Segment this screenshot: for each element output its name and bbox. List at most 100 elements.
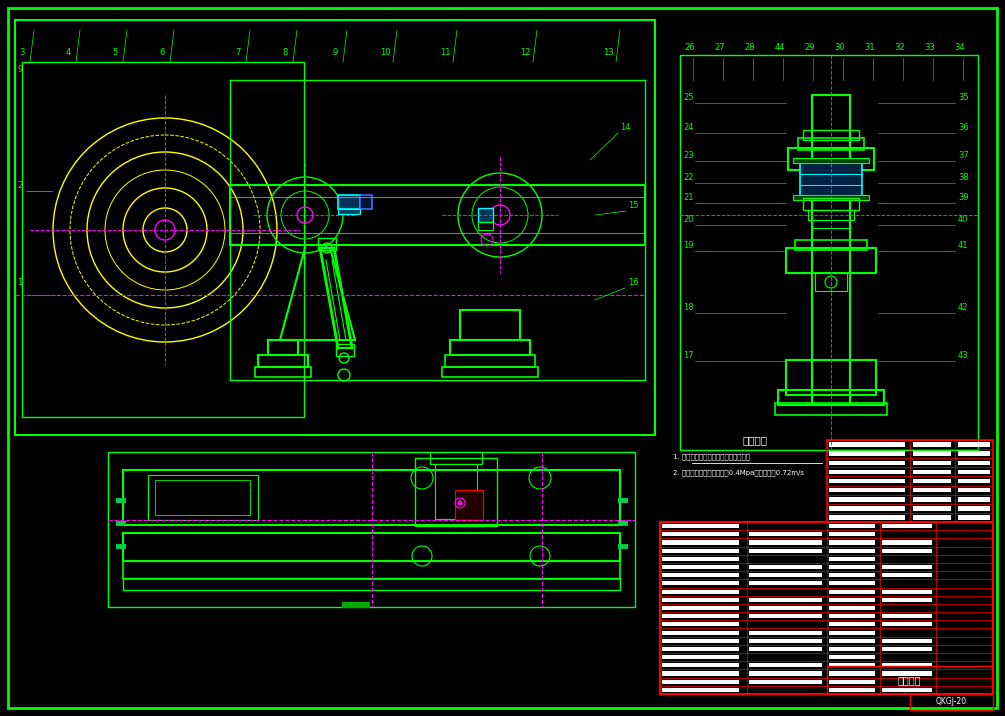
Bar [662, 548, 739, 553]
Bar [662, 524, 739, 528]
Bar [881, 672, 932, 676]
Bar [828, 488, 906, 493]
Bar [828, 497, 906, 501]
Bar [662, 614, 739, 618]
Bar [618, 544, 628, 549]
Bar [445, 355, 535, 367]
Bar [958, 488, 990, 493]
Bar [660, 522, 993, 694]
Bar [914, 470, 952, 474]
Bar [662, 655, 739, 659]
Bar [435, 464, 477, 519]
Bar [662, 639, 739, 643]
Circle shape [458, 501, 462, 505]
Bar [749, 631, 822, 634]
Bar [803, 198, 859, 210]
Bar [662, 541, 739, 545]
Bar [828, 598, 875, 602]
Bar [749, 672, 822, 676]
Text: 4: 4 [65, 48, 70, 57]
Bar [15, 20, 655, 435]
Bar [828, 581, 875, 586]
Bar [318, 238, 336, 250]
Bar [828, 565, 875, 569]
Bar [808, 210, 854, 220]
Bar [749, 679, 822, 684]
Bar [749, 532, 822, 536]
Bar [680, 55, 978, 450]
Text: 16: 16 [628, 278, 638, 287]
Bar [914, 451, 952, 456]
Bar [415, 458, 497, 526]
Bar [662, 622, 739, 626]
Bar [662, 589, 739, 594]
Bar [826, 440, 993, 522]
Bar [749, 541, 822, 545]
Bar [828, 460, 906, 465]
Text: 39: 39 [958, 193, 969, 202]
Text: 23: 23 [683, 151, 693, 160]
Text: 24: 24 [683, 123, 693, 132]
Bar [828, 655, 875, 659]
Bar [958, 506, 990, 511]
Bar [749, 614, 822, 618]
Bar [662, 679, 739, 684]
Bar [662, 574, 739, 577]
Text: 26: 26 [684, 43, 695, 52]
Bar [116, 544, 126, 549]
Bar [958, 442, 990, 447]
Bar [662, 557, 739, 561]
Bar [258, 355, 308, 367]
Text: 技术要求: 技术要求 [743, 435, 768, 445]
Bar [230, 185, 645, 245]
Bar [815, 273, 847, 291]
Text: 1. 安装前各元件检查，零部件表面并普: 1. 安装前各元件检查，零部件表面并普 [673, 453, 750, 460]
Bar [22, 62, 304, 417]
Text: 43: 43 [958, 351, 969, 360]
Text: 18: 18 [683, 303, 693, 312]
Text: 6: 6 [160, 48, 165, 57]
Bar [914, 497, 952, 501]
Text: 38: 38 [958, 173, 969, 182]
Bar [881, 688, 932, 692]
Text: 36: 36 [958, 123, 969, 132]
Bar [881, 614, 932, 618]
Bar [828, 647, 875, 651]
Text: 20: 20 [683, 215, 693, 224]
Bar [812, 220, 850, 228]
Text: 2. 管路中气压的工作压力为0.4Mpa，排气量为0.72m/s: 2. 管路中气压的工作压力为0.4Mpa，排气量为0.72m/s [673, 469, 804, 475]
Text: 33: 33 [925, 43, 936, 52]
Bar [914, 516, 952, 520]
Bar [881, 524, 932, 528]
Text: 9: 9 [17, 65, 22, 74]
Bar [123, 561, 620, 579]
Bar [662, 565, 739, 569]
Bar [881, 541, 932, 545]
Bar [958, 516, 990, 520]
Bar [662, 598, 739, 602]
Bar [881, 639, 932, 643]
Bar [958, 470, 990, 474]
Bar [881, 548, 932, 553]
Bar [662, 672, 739, 676]
Bar [958, 460, 990, 465]
Text: QKGJ-20: QKGJ-20 [936, 697, 967, 707]
Bar [778, 390, 884, 405]
Bar [662, 581, 739, 586]
Text: 41: 41 [958, 241, 969, 250]
Bar [828, 679, 875, 684]
Bar [123, 578, 620, 590]
Text: 12: 12 [520, 48, 531, 57]
Bar [881, 647, 932, 651]
Bar [910, 694, 993, 710]
Bar [828, 548, 875, 553]
Bar [828, 631, 875, 634]
Bar [793, 158, 869, 163]
Bar [116, 498, 126, 503]
Bar [828, 606, 875, 610]
Text: 21: 21 [683, 193, 693, 202]
Text: 44: 44 [775, 43, 785, 52]
Bar [958, 451, 990, 456]
Bar [914, 506, 952, 511]
Bar [749, 581, 822, 586]
